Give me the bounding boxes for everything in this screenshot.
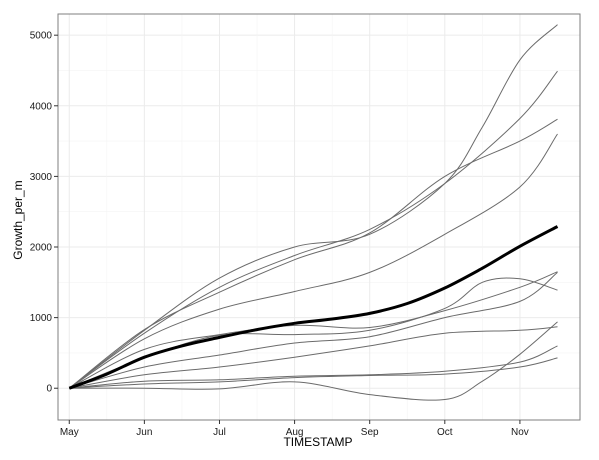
x-tick-label: Nov xyxy=(511,427,529,438)
series-line-4 xyxy=(69,133,558,389)
y-axis-title: Growth_per_m xyxy=(11,180,25,259)
x-tick-label: Jul xyxy=(213,427,226,438)
y-tick-label: 5000 xyxy=(30,31,53,42)
y-axis: 0 1000 2000 3000 4000 5000 xyxy=(30,31,58,395)
series-line-3 xyxy=(68,118,558,389)
x-tick-label: May xyxy=(60,427,79,438)
mean-line xyxy=(68,225,559,390)
series-line-10 xyxy=(69,321,558,401)
series-line-2 xyxy=(69,70,558,389)
series-lines xyxy=(68,24,558,401)
y-tick-label: 1000 xyxy=(30,313,53,324)
series-line-8 xyxy=(69,326,558,389)
y-tick-label: 2000 xyxy=(30,243,53,254)
series-line-9 xyxy=(69,345,558,389)
y-tick-label: 3000 xyxy=(30,172,53,183)
y-tick-label: 0 xyxy=(46,384,52,395)
x-axis: May Jun Jul Aug Sep Oct Nov xyxy=(60,420,529,438)
series-line-1 xyxy=(68,24,558,389)
mean-line-group xyxy=(68,225,559,390)
series-line-11 xyxy=(69,357,558,389)
plot-panel-border xyxy=(57,13,581,421)
x-tick-label: Oct xyxy=(437,427,453,438)
x-tick-label: Aug xyxy=(286,427,304,438)
x-axis-title: TIMESTAMP xyxy=(283,435,352,449)
x-tick-label: Jun xyxy=(136,427,152,438)
x-tick-label: Sep xyxy=(361,427,379,438)
grid xyxy=(58,14,580,420)
series-line-7 xyxy=(69,272,558,389)
series-line-5 xyxy=(69,271,558,389)
y-tick-label: 4000 xyxy=(30,101,53,112)
